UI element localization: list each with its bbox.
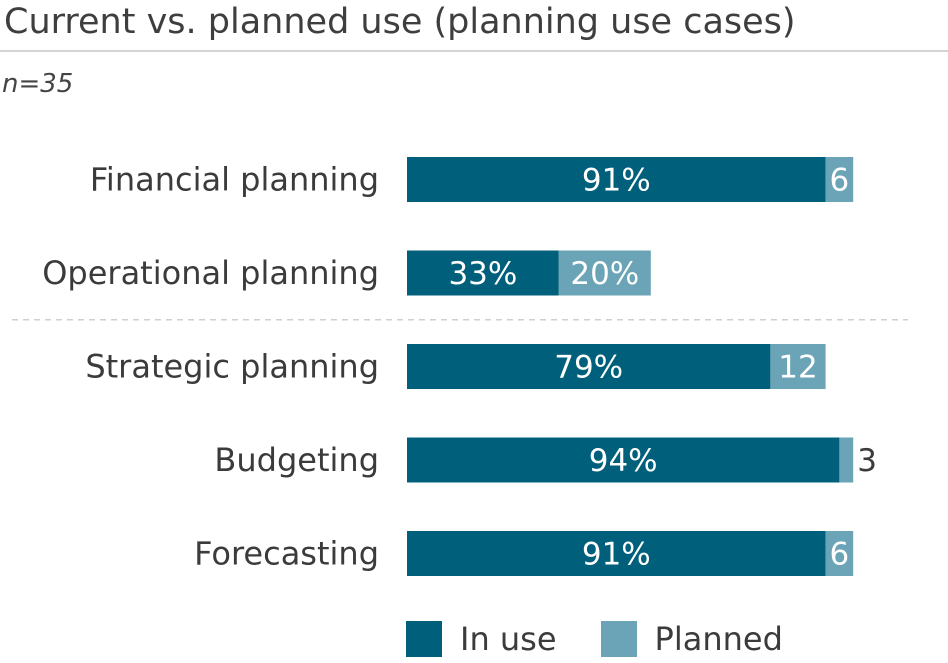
chart-subtitle: n=35	[2, 69, 74, 99]
data-label-planned-budgeting: 3	[857, 443, 877, 479]
legend-label-planned: Planned	[654, 620, 783, 658]
category-label-budgeting: Budgeting	[214, 441, 379, 479]
bar-planned-operational-planning	[558, 250, 651, 296]
chart-title: Current vs. planned use (planning use ca…	[4, 2, 796, 42]
data-label-planned-financial-planning: 6	[830, 163, 850, 199]
bar-in-use-financial-planning	[407, 157, 826, 202]
bar-in-use-operational-planning	[407, 250, 559, 296]
data-label-planned-operational-planning: 20%	[570, 256, 639, 292]
legend-item-planned: Planned	[600, 620, 783, 658]
data-label-in-use-budgeting: 94%	[589, 443, 658, 479]
category-label-operational-planning: Operational planning	[42, 254, 379, 292]
bar-planned-forecasting	[825, 531, 854, 576]
category-label-forecasting: Forecasting	[194, 535, 379, 573]
chart-legend: In use Planned	[406, 616, 827, 662]
legend-swatch-in-use	[406, 621, 442, 657]
data-label-in-use-operational-planning: 33%	[448, 256, 517, 292]
data-label-in-use-financial-planning: 91%	[582, 163, 651, 199]
bar-chart: Financial planning 91% 6 Operational planni…	[12, 157, 908, 576]
data-label-planned-strategic-planning: 12	[778, 350, 817, 386]
bar-in-use-strategic-planning	[407, 344, 771, 389]
category-label-financial-planning: Financial planning	[90, 161, 379, 199]
bar-planned-strategic-planning	[770, 344, 826, 389]
data-label-planned-forecasting: 6	[830, 537, 850, 573]
legend-label-in-use: In use	[460, 620, 557, 658]
title-divider	[0, 50, 948, 52]
bar-planned-financial-planning	[825, 157, 854, 202]
legend-item-in-use: In use	[406, 620, 557, 658]
legend-swatch-planned	[600, 621, 637, 657]
data-label-in-use-strategic-planning: 79%	[554, 350, 623, 386]
category-label-strategic-planning: Strategic planning	[85, 348, 379, 386]
bar-in-use-budgeting	[407, 437, 840, 483]
data-label-in-use-forecasting: 91%	[582, 537, 651, 573]
bar-planned-budgeting	[839, 437, 854, 483]
bar-in-use-forecasting	[407, 531, 826, 576]
